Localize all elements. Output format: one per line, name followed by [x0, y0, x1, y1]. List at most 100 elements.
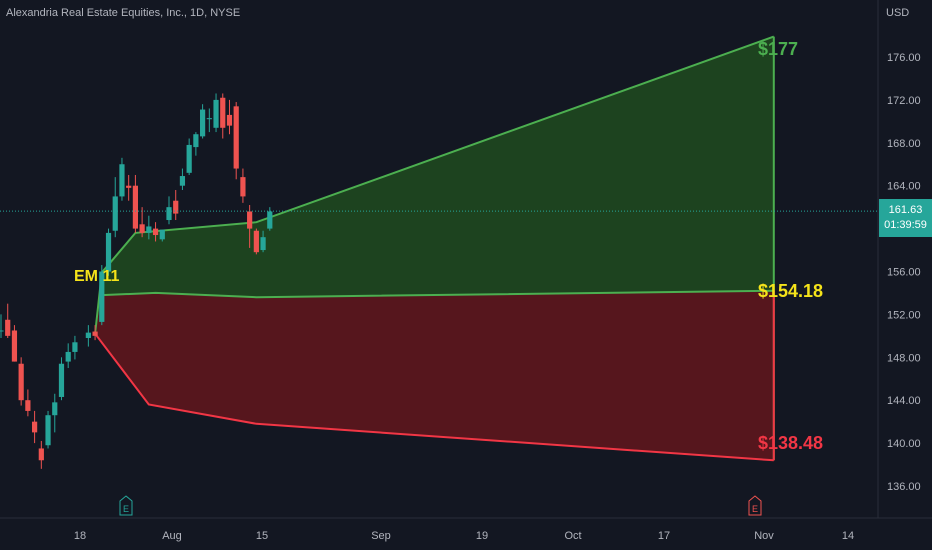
candle-body	[152, 228, 159, 236]
mid-band-line	[101, 289, 774, 299]
earnings-marker-shape	[748, 495, 762, 516]
price-tick-label: 148.00	[887, 352, 921, 364]
upper-band-fill	[95, 36, 774, 334]
time-axis[interactable]: 18 Aug 15 Sep 19 Oct 17 Nov 14	[74, 530, 854, 542]
candle-body	[146, 226, 152, 233]
candle-body	[65, 351, 71, 362]
candle-body	[200, 109, 206, 137]
time-tick-label: 19	[476, 530, 488, 542]
candle	[58, 357, 65, 401]
candle-body	[139, 224, 145, 233]
current-price-value: 161.63	[888, 204, 923, 216]
candle	[45, 410, 51, 449]
candle-body	[45, 415, 51, 446]
price-tick-label: 152.00	[887, 309, 921, 321]
candle	[260, 230, 266, 253]
candle-body	[85, 332, 91, 338]
candle-body	[193, 134, 199, 148]
time-tick-label: Oct	[564, 530, 581, 542]
lower-band-line	[94, 333, 774, 462]
candle	[233, 102, 239, 180]
em-label: EM 11	[74, 268, 120, 285]
candle	[72, 335, 78, 360]
candle	[0, 314, 4, 338]
candle-body	[105, 232, 112, 272]
candles	[0, 93, 273, 469]
candle-body	[112, 196, 118, 231]
candle	[38, 440, 44, 469]
candle-body	[92, 331, 98, 336]
candle	[152, 222, 159, 242]
candle	[5, 303, 11, 338]
candle-body	[18, 363, 24, 401]
price-tick-label: 176.00	[887, 52, 921, 64]
candle	[105, 228, 112, 276]
candle-body	[32, 421, 38, 433]
candle	[25, 389, 31, 417]
candle	[126, 174, 132, 201]
chart-title: Alexandria Real Estate Equities, Inc., 1…	[6, 7, 241, 19]
candle	[186, 138, 192, 175]
earnings-marker-label: E	[123, 504, 129, 514]
candle	[226, 99, 233, 135]
candle	[240, 168, 246, 203]
candle	[173, 189, 179, 221]
candle-body	[267, 211, 273, 229]
mid-level-label: $154.18	[758, 281, 824, 301]
candle-body	[72, 342, 78, 352]
candle-body	[186, 144, 192, 173]
candle	[11, 325, 18, 362]
candle-body	[213, 99, 219, 128]
candle	[18, 357, 24, 406]
price-tick-label: 136.00	[887, 481, 921, 493]
candle-body	[5, 319, 11, 336]
candle	[85, 325, 91, 347]
candle	[119, 157, 125, 201]
candle-body	[247, 211, 253, 229]
candle-body	[126, 185, 132, 188]
candle-body	[38, 448, 44, 461]
candle-body	[119, 164, 125, 197]
candle-body	[52, 402, 58, 416]
candle-body	[159, 229, 165, 240]
time-tick-label: Nov	[754, 530, 774, 542]
candle-body	[0, 330, 4, 332]
candle	[146, 215, 152, 240]
earnings-marker-label: E	[752, 504, 758, 514]
bar-countdown: 01:39:59	[884, 219, 927, 231]
time-tick-label: 17	[658, 530, 670, 542]
candle	[247, 205, 253, 248]
price-tick-label: 156.00	[887, 267, 921, 279]
upper-level-label: $177	[758, 39, 799, 59]
candle-body	[240, 177, 246, 197]
candle-body	[226, 114, 233, 126]
candle-body	[173, 200, 179, 214]
earnings-marker: E	[119, 495, 133, 516]
candle	[179, 168, 186, 190]
currency-label: USD	[886, 7, 910, 19]
candle-body	[233, 106, 239, 169]
price-tick-label: 164.00	[887, 181, 921, 193]
candle-body	[25, 400, 31, 411]
candle	[132, 174, 138, 233]
candle	[193, 132, 199, 156]
candle-body	[220, 97, 226, 128]
candle-body	[166, 207, 172, 221]
price-tick-label: 172.00	[887, 95, 921, 107]
current-price-tag: 161.63 01:39:59	[879, 199, 932, 237]
candle-body	[11, 330, 18, 362]
lower-level-label: $138.48	[758, 433, 824, 453]
time-tick-label: 15	[256, 530, 268, 542]
price-tick-label: 140.00	[887, 438, 921, 450]
candle-body	[58, 363, 65, 397]
candle	[112, 177, 118, 238]
expected-move-bands	[94, 35, 775, 462]
candle-body	[132, 185, 138, 229]
candle-body	[179, 176, 186, 186]
time-tick-label: Sep	[371, 530, 391, 542]
candle	[65, 343, 71, 369]
earnings-marker-shape	[119, 495, 133, 516]
candle-body	[99, 271, 105, 322]
